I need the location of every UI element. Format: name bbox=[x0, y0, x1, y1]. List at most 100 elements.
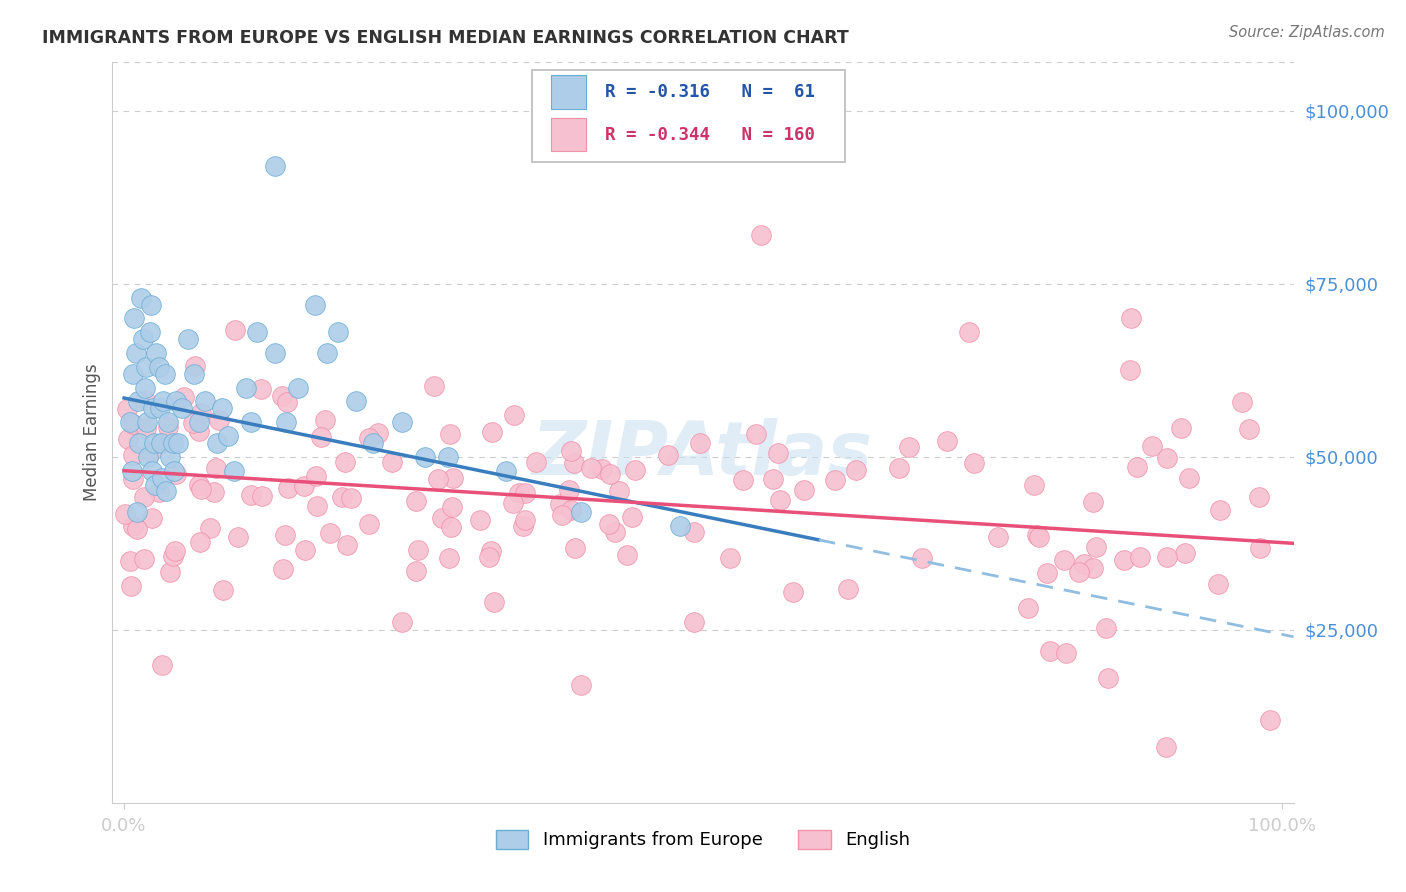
Point bbox=[558, 483, 581, 497]
Point bbox=[135, 359, 157, 374]
Point bbox=[226, 530, 249, 544]
Point bbox=[177, 332, 200, 346]
Y-axis label: Median Earnings: Median Earnings bbox=[83, 364, 101, 501]
Point bbox=[413, 450, 436, 464]
Point bbox=[162, 549, 184, 563]
Point bbox=[598, 516, 620, 531]
Point bbox=[1073, 557, 1095, 571]
Text: Source: ZipAtlas.com: Source: ZipAtlas.com bbox=[1229, 25, 1385, 40]
Point bbox=[1112, 553, 1135, 567]
Point bbox=[766, 446, 789, 460]
Point bbox=[1097, 671, 1119, 685]
Point bbox=[430, 511, 453, 525]
Point bbox=[173, 390, 195, 404]
Point bbox=[184, 359, 207, 373]
Point bbox=[1154, 740, 1177, 755]
Point bbox=[551, 508, 574, 523]
Point bbox=[1237, 422, 1260, 436]
Point bbox=[121, 448, 143, 462]
Point bbox=[845, 463, 868, 477]
Point bbox=[134, 381, 156, 395]
Point bbox=[437, 551, 460, 566]
Point bbox=[1095, 621, 1118, 635]
Point bbox=[205, 436, 228, 450]
Point bbox=[240, 415, 263, 429]
Point bbox=[1053, 552, 1076, 566]
Point bbox=[149, 401, 172, 416]
Point bbox=[190, 482, 212, 496]
Point bbox=[987, 530, 1010, 544]
Point bbox=[194, 394, 217, 409]
Point bbox=[235, 381, 257, 395]
Text: R = -0.344   N = 160: R = -0.344 N = 160 bbox=[605, 126, 815, 144]
Point bbox=[198, 521, 221, 535]
Point bbox=[405, 564, 427, 578]
Point bbox=[439, 426, 461, 441]
Point bbox=[440, 520, 463, 534]
Point bbox=[148, 359, 170, 374]
Point bbox=[731, 473, 754, 487]
Point bbox=[357, 431, 380, 445]
Point bbox=[1017, 601, 1039, 615]
Point bbox=[564, 456, 586, 470]
Point bbox=[1174, 546, 1197, 560]
Point bbox=[405, 494, 427, 508]
Point bbox=[165, 467, 187, 481]
Point bbox=[1121, 311, 1143, 326]
Point bbox=[277, 481, 299, 495]
Point bbox=[222, 464, 245, 478]
Point bbox=[202, 485, 225, 500]
Point bbox=[141, 464, 163, 478]
Point bbox=[508, 486, 530, 500]
Point bbox=[1022, 478, 1045, 492]
Point bbox=[205, 461, 228, 475]
Point bbox=[276, 415, 298, 429]
Point bbox=[319, 526, 342, 541]
Point bbox=[211, 401, 233, 416]
Point bbox=[524, 455, 547, 469]
Point bbox=[512, 519, 534, 533]
Point bbox=[1249, 541, 1271, 555]
Point bbox=[481, 425, 503, 440]
Point bbox=[367, 425, 389, 440]
Point bbox=[165, 544, 187, 558]
Point bbox=[1156, 549, 1178, 564]
Point bbox=[276, 394, 298, 409]
Point bbox=[271, 562, 294, 576]
Point bbox=[145, 346, 167, 360]
Point bbox=[406, 543, 429, 558]
Point bbox=[132, 551, 155, 566]
Point bbox=[167, 436, 190, 450]
Point bbox=[1208, 502, 1230, 516]
Point bbox=[217, 429, 239, 443]
Point bbox=[502, 496, 524, 510]
Point bbox=[1230, 394, 1253, 409]
Point bbox=[910, 551, 932, 566]
Point bbox=[246, 326, 269, 340]
Point bbox=[581, 460, 603, 475]
Point bbox=[1069, 565, 1091, 579]
FancyBboxPatch shape bbox=[551, 76, 586, 109]
Point bbox=[745, 426, 768, 441]
Point bbox=[657, 448, 679, 462]
Point bbox=[121, 464, 143, 478]
Point bbox=[159, 450, 181, 464]
Point bbox=[484, 595, 506, 609]
Point bbox=[250, 382, 273, 396]
Point bbox=[336, 538, 359, 552]
Point bbox=[897, 440, 920, 454]
Point bbox=[131, 291, 153, 305]
Point bbox=[128, 436, 150, 450]
Point bbox=[190, 406, 212, 420]
Point bbox=[1140, 439, 1163, 453]
Point bbox=[139, 444, 162, 458]
Point bbox=[117, 432, 139, 446]
Point bbox=[157, 415, 180, 429]
Point bbox=[689, 436, 711, 450]
Point bbox=[762, 472, 785, 486]
Point bbox=[837, 582, 859, 597]
Legend: Immigrants from Europe, English: Immigrants from Europe, English bbox=[488, 823, 918, 856]
Point bbox=[560, 503, 582, 517]
Point bbox=[468, 513, 491, 527]
Point bbox=[212, 582, 235, 597]
